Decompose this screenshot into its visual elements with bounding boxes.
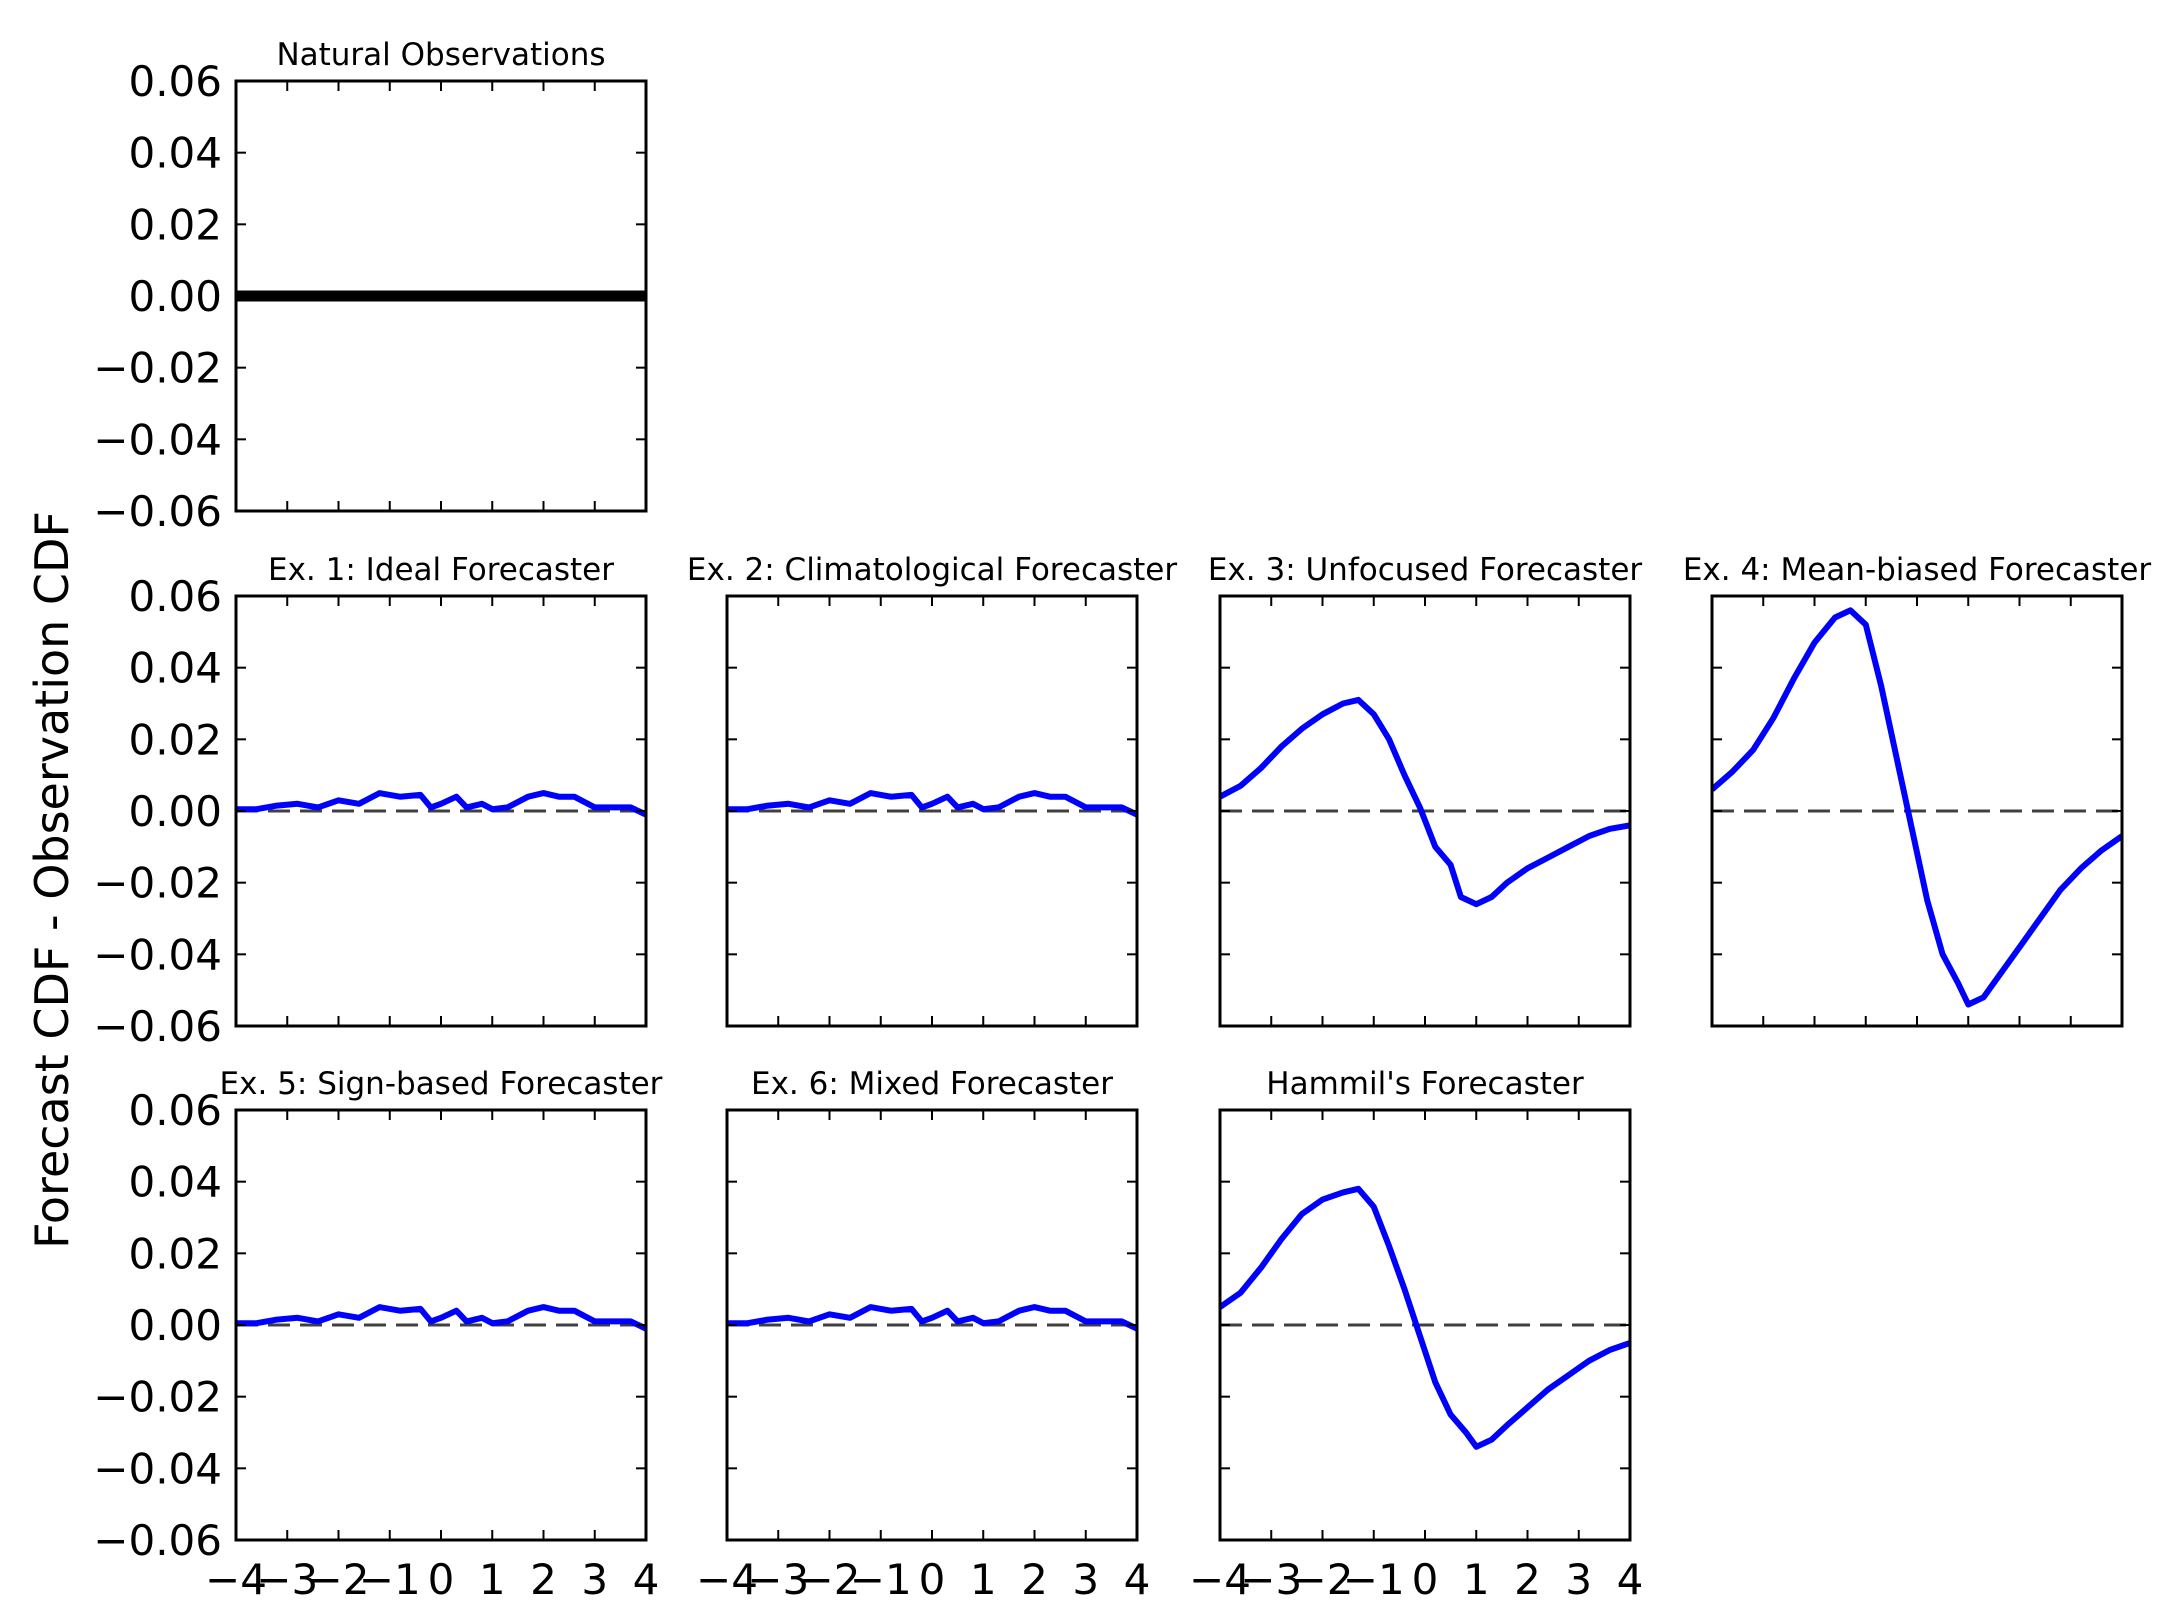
axes-frame [725, 594, 1139, 1028]
cdf-difference-line [1220, 1185, 1630, 1450]
cdf-difference-line [1712, 607, 2122, 1008]
cdf-difference-line [1220, 696, 1630, 908]
x-tick-label: 2 [1514, 1555, 1541, 1604]
y-tick-label: −0.06 [93, 1002, 222, 1051]
chart-panel-3: Ex. 2: Climatological Forecaster [687, 552, 1177, 1028]
axes-frame [1710, 594, 2124, 1028]
y-tick-label: 0.02 [128, 1229, 222, 1278]
x-tick-label: 0 [428, 1555, 455, 1604]
y-tick-label: 0.06 [128, 1086, 222, 1135]
x-tick-label: 4 [1124, 1555, 1151, 1604]
chart-panel-1: Natural Observations 0.06 0.04 0.02 0.00 −0.0… [93, 37, 648, 536]
axes-frame [234, 79, 648, 513]
y-tick-label: 0.04 [128, 129, 222, 178]
x-tick-label: −2 [799, 1555, 861, 1604]
y-tick-label: −0.04 [93, 930, 222, 979]
axes-frame [234, 1108, 648, 1542]
axes-frame [725, 1108, 1139, 1542]
x-tick-label: −3 [1240, 1555, 1302, 1604]
chart-panel-5: Ex. 4: Mean-biased Forecaster [1683, 552, 2152, 1028]
axes-frame [234, 594, 648, 1028]
x-tick-label: 2 [530, 1555, 557, 1604]
x-tick-label: 1 [970, 1555, 997, 1604]
x-tick-label: −1 [850, 1555, 912, 1604]
y-tick-label: 0.02 [128, 200, 222, 249]
cdf-difference-line [236, 790, 646, 818]
x-tick-label: 4 [1617, 1555, 1644, 1604]
x-tick-label: 3 [1565, 1555, 1592, 1604]
panel-title: Ex. 5: Sign-based Forecaster [220, 1066, 663, 1102]
y-tick-label: 0.00 [128, 1301, 222, 1350]
x-tick-label: 3 [1072, 1555, 1099, 1604]
panel-title: Ex. 1: Ideal Forecaster [268, 552, 614, 588]
panel-title: Ex. 4: Mean-biased Forecaster [1683, 552, 2152, 588]
panel-title: Ex. 3: Unfocused Forecaster [1208, 552, 1643, 588]
figure-y-axis-label: Forecast CDF - Observation CDF [25, 511, 79, 1249]
axes-frame [1218, 594, 1632, 1028]
x-tick-label: −2 [308, 1555, 370, 1604]
y-tick-label: −0.02 [93, 859, 222, 908]
y-tick-label: −0.06 [93, 487, 222, 536]
panel-title: Natural Observations [276, 37, 605, 73]
x-tick-label: −3 [747, 1555, 809, 1604]
chart-panel-2: Ex. 1: Ideal Forecaster 0.06 0.04 0.02 0.00 −… [93, 552, 648, 1051]
x-tick-label: −4 [205, 1555, 267, 1604]
axes-frame [1218, 1108, 1632, 1542]
cdf-difference-line [236, 1304, 646, 1332]
y-tick-label: −0.04 [93, 1444, 222, 1493]
panel-title: Ex. 6: Mixed Forecaster [751, 1066, 1113, 1102]
y-tick-label: 0.00 [128, 787, 222, 836]
x-tick-label: 0 [919, 1555, 946, 1604]
y-tick-label: −0.04 [93, 415, 222, 464]
panel-title: Ex. 2: Climatological Forecaster [687, 552, 1177, 588]
y-tick-label: 0.00 [128, 272, 222, 321]
x-tick-label: −1 [1343, 1555, 1405, 1604]
x-tick-label: 0 [1412, 1555, 1439, 1604]
panel-title: Hammil's Forecaster [1266, 1066, 1584, 1102]
x-tick-label: −1 [359, 1555, 421, 1604]
x-tick-label: −4 [696, 1555, 758, 1604]
x-tick-label: 3 [581, 1555, 608, 1604]
x-tick-label: 4 [633, 1555, 660, 1604]
x-tick-label: −2 [1292, 1555, 1354, 1604]
x-tick-label: 1 [479, 1555, 506, 1604]
y-tick-label: −0.06 [93, 1516, 222, 1565]
y-tick-label: 0.06 [128, 57, 222, 106]
chart-panel-4: Ex. 3: Unfocused Forecaster [1208, 552, 1643, 1028]
x-tick-label: 1 [1463, 1555, 1490, 1604]
cdf-difference-line [727, 1304, 1137, 1332]
x-tick-label: 2 [1021, 1555, 1048, 1604]
cdf-difference-line [727, 790, 1137, 818]
x-tick-label: −4 [1189, 1555, 1251, 1604]
chart-panel-8: Hammil's Forecaster −4−3−2−1 0 1 2 3 4 [1189, 1066, 1643, 1604]
y-tick-label: 0.06 [128, 572, 222, 621]
y-tick-label: 0.04 [128, 644, 222, 693]
chart-panel-7: Ex. 6: Mixed Forecaster −4−3−2−1 0 1 2 3 4 [696, 1066, 1150, 1604]
y-tick-label: −0.02 [93, 1373, 222, 1422]
x-tick-label: −3 [256, 1555, 318, 1604]
y-tick-label: 0.02 [128, 715, 222, 764]
y-tick-label: −0.02 [93, 344, 222, 393]
y-tick-label: 0.04 [128, 1158, 222, 1207]
